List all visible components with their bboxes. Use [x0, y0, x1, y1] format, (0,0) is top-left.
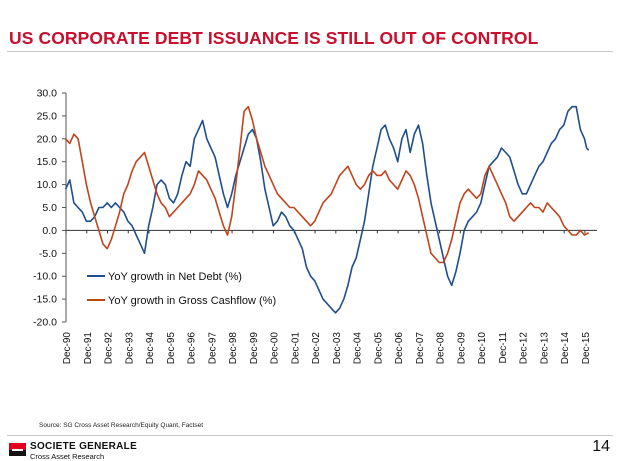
- series-layer: [64, 105, 590, 314]
- x-tick-label: Dec-01: [290, 332, 301, 365]
- y-tick-label: 15.0: [37, 156, 58, 168]
- y-tick-label: -5.0: [39, 248, 57, 260]
- x-tick-label: Dec-98: [228, 332, 239, 365]
- y-tick-label: -20.0: [33, 317, 57, 329]
- x-tick-label: Dec-15: [581, 332, 592, 365]
- x-axis: Dec-90 Dec-91 Dec-92 Dec-93 Dec-94 Dec-95 Dec-…: [62, 229, 597, 365]
- x-tick-label: Dec-95: [166, 332, 177, 365]
- y-tick-label: 0.0: [42, 225, 57, 237]
- legend: YoY growth in Net Debt (%) YoY growth in …: [87, 271, 276, 307]
- societe-generale-logo: [9, 443, 26, 456]
- x-tick-label: Dec-91: [83, 332, 94, 365]
- x-tick-label: Dec-99: [249, 332, 260, 365]
- source-note: Source: SG Cross Asset Research/Equity Q…: [39, 422, 204, 429]
- x-tick-label: Dec-13: [539, 332, 550, 365]
- x-tick-label: Dec-09: [456, 332, 467, 365]
- series-line-net-debt: [64, 105, 590, 314]
- x-tick-label: Dec-96: [187, 332, 198, 365]
- legend-label: YoY growth in Gross Cashflow (%): [108, 295, 276, 307]
- x-tick-label: Dec-00: [270, 332, 281, 365]
- x-tick-label: Dec-10: [477, 332, 488, 365]
- brand-name: SOCIETE GENERALE: [30, 441, 138, 452]
- y-tick-label: 20.0: [37, 133, 58, 145]
- series-line-gross-cashflow: [65, 105, 590, 264]
- y-tick-label: 10.0: [37, 179, 58, 191]
- x-tick-label: Dec-12: [519, 332, 530, 365]
- legend-label: YoY growth in Net Debt (%): [108, 271, 242, 283]
- page-number: 14: [592, 438, 610, 455]
- x-tick-label: Dec-94: [145, 332, 156, 365]
- y-tick-label: 30.0: [37, 88, 58, 100]
- footer-divider: [7, 435, 613, 436]
- title-divider: [7, 51, 613, 52]
- x-tick-label: Dec-93: [124, 332, 135, 365]
- x-tick-label: Dec-11: [498, 332, 509, 364]
- x-tick-label: Dec-06: [394, 332, 405, 365]
- page-title: US CORPORATE DEBT ISSUANCE IS STILL OUT …: [9, 28, 539, 48]
- x-tick-label: Dec-03: [332, 332, 343, 365]
- x-tick-label: Dec-14: [560, 332, 571, 365]
- x-tick-label: Dec-04: [353, 332, 364, 365]
- y-tick-label: -10.0: [33, 271, 57, 283]
- y-tick-label: 25.0: [37, 110, 58, 122]
- y-tick-label: -15.0: [33, 294, 57, 306]
- brand-subtitle: Cross Asset Research: [30, 452, 105, 461]
- x-tick-label: Dec-92: [104, 332, 115, 365]
- x-tick-label: Dec-97: [207, 332, 218, 365]
- y-tick-label: 5.0: [42, 202, 57, 214]
- x-tick-label: Dec-08: [436, 332, 447, 365]
- line-chart: 30.0 25.0 20.0 15.0 10.0 5.0 0.0 -5.0 -10.0 -15.0…: [33, 88, 597, 365]
- x-tick-label: Dec-02: [311, 332, 322, 365]
- y-axis: 30.0 25.0 20.0 15.0 10.0 5.0 0.0 -5.0 -10.0 -15.0…: [33, 88, 67, 329]
- x-tick-label: Dec-90: [62, 332, 73, 365]
- x-tick-label: Dec-05: [373, 332, 384, 365]
- x-tick-label: Dec-07: [415, 332, 426, 365]
